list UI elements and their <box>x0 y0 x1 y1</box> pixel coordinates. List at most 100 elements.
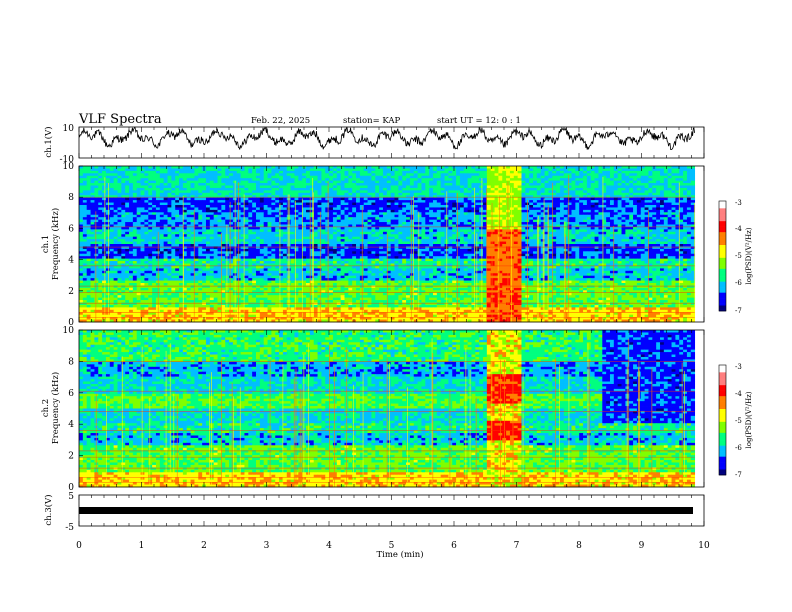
y-tick-label: 10 <box>63 326 75 336</box>
x-tick-label: 6 <box>451 541 457 551</box>
colorbar-segment <box>719 453 726 456</box>
x-axis-label: Time (min) <box>376 549 423 560</box>
colorbar-segment <box>719 202 726 205</box>
colorbar-segment <box>719 301 726 304</box>
colorbar-segment <box>719 245 726 248</box>
y-tick-label: 2 <box>68 287 74 297</box>
ch2-cb-tick-m4: -4 <box>735 390 742 398</box>
colorbar-segment <box>719 267 726 270</box>
ch1-cb-tick-m7: -7 <box>735 307 742 315</box>
colorbar-segment <box>719 425 726 428</box>
colorbar-segment <box>719 394 726 397</box>
x-tick-label: 9 <box>639 541 645 551</box>
colorbar-segment <box>719 292 726 295</box>
colorbar-segment <box>719 276 726 279</box>
colorbar-segment <box>719 230 726 233</box>
colorbar-segment <box>719 427 726 430</box>
y-tick-label: 0 <box>68 318 74 328</box>
colorbar-segment <box>719 213 726 216</box>
colorbar-segment <box>719 396 726 399</box>
colorbar-segment <box>719 217 726 220</box>
colorbar-segment <box>719 421 726 424</box>
colorbar-segment <box>719 257 726 260</box>
colorbar-segment <box>719 263 726 266</box>
ch2-spectrogram-yticks: 0 2 4 6 8 10 <box>63 326 83 493</box>
colorbar-segment <box>719 412 726 415</box>
colorbar-segment <box>719 274 726 277</box>
x-tick-label: 8 <box>576 541 582 551</box>
y-tick-label: 6 <box>68 224 74 234</box>
ch1-spectrogram-image <box>79 166 696 323</box>
ch3-ytick-bottom: -5 <box>65 523 74 533</box>
colorbar-segment <box>719 447 726 450</box>
x-tick-label: 7 <box>514 541 520 551</box>
colorbar-segment <box>719 460 726 463</box>
colorbar-segment <box>719 366 726 369</box>
ch1-waveform-trace <box>78 126 695 150</box>
ch1-ytick-bottom: -10 <box>60 155 75 165</box>
colorbar-segment <box>719 287 726 290</box>
date-label: Feb. 22, 2025 <box>251 116 310 126</box>
y-tick-label: 8 <box>68 193 74 203</box>
colorbar-segment <box>719 429 726 432</box>
colorbar-segment <box>719 290 726 293</box>
colorbar-segment <box>719 285 726 288</box>
colorbar-segment <box>719 221 726 224</box>
colorbar-segment <box>719 250 726 253</box>
colorbar-segment <box>719 268 726 271</box>
ch1-spectrogram-xticks <box>78 166 705 322</box>
colorbar-segment <box>719 300 726 303</box>
colorbar-segment <box>719 212 726 215</box>
y-tick-label: 4 <box>68 256 74 266</box>
colorbar-segment <box>719 246 726 249</box>
colorbar-segment <box>719 443 726 446</box>
colorbar-segment <box>719 226 726 229</box>
ch2-colorbar-label: log(PSD)(V²/Hz) <box>745 391 753 448</box>
colorbar-segment <box>719 401 726 404</box>
ch1-cb-tick-m5: -5 <box>735 252 742 260</box>
colorbar-segment <box>719 409 726 412</box>
colorbar-segment <box>719 416 726 419</box>
colorbar-segment <box>719 298 726 301</box>
colorbar-segment <box>719 467 726 470</box>
ch2-spectrogram-ylabel-line2: Frequency (kHz) <box>50 372 61 444</box>
ch1-waveform-ylabel: ch.1(V) <box>43 126 54 157</box>
colorbar-segment <box>719 407 726 410</box>
ch1-cb-tick-m3: -3 <box>735 199 742 207</box>
colorbar-segment <box>719 237 726 240</box>
colorbar-segment <box>719 296 726 299</box>
colorbar-segment <box>719 307 726 310</box>
ch1-cb-tick-m4: -4 <box>735 225 742 233</box>
colorbar-segment <box>719 272 726 275</box>
colorbar-segment <box>719 259 726 262</box>
ch1-waveform-panel: 10 -10 ch.1(V) <box>43 124 705 165</box>
colorbar-segment <box>719 451 726 454</box>
colorbar-segment <box>719 305 726 308</box>
ch1-colorbar-frame <box>718 200 727 312</box>
start-time-label: start UT = 12: 0 : 1 <box>437 116 521 126</box>
colorbar-segment <box>719 403 726 406</box>
colorbar-segment <box>719 465 726 468</box>
colorbar-segment <box>719 431 726 434</box>
colorbar-segment <box>719 418 726 421</box>
colorbar-segment <box>719 442 726 445</box>
colorbar-segment <box>719 279 726 282</box>
ch2-spectrogram-image <box>79 330 696 488</box>
colorbar-segment <box>719 283 726 286</box>
colorbar-segment <box>719 270 726 273</box>
ch1-spectrogram-panel: 0 2 4 6 8 10 ch.1 Frequency (kHz) -3 -4 -5 -6… <box>41 162 753 328</box>
colorbar-segment <box>719 281 726 284</box>
ch3-waveform-panel: 5 -5 ch.3(V) <box>43 492 705 533</box>
y-tick-label: 8 <box>68 357 74 367</box>
colorbar-segment <box>719 473 726 476</box>
x-tick-label: 5 <box>389 541 395 551</box>
ch3-waveform-ylabel: ch.3(V) <box>43 494 54 525</box>
colorbar-segment <box>719 399 726 402</box>
ch2-colorbar-frame <box>718 364 727 476</box>
colorbar-segment <box>719 471 726 474</box>
colorbar-segment <box>719 309 726 312</box>
colorbar-segment <box>719 432 726 435</box>
x-tick-label: 4 <box>326 541 332 551</box>
ch1-spectrogram-yticks: 0 2 4 6 8 10 <box>63 162 83 328</box>
ch1-cb-tick-m6: -6 <box>735 279 742 287</box>
